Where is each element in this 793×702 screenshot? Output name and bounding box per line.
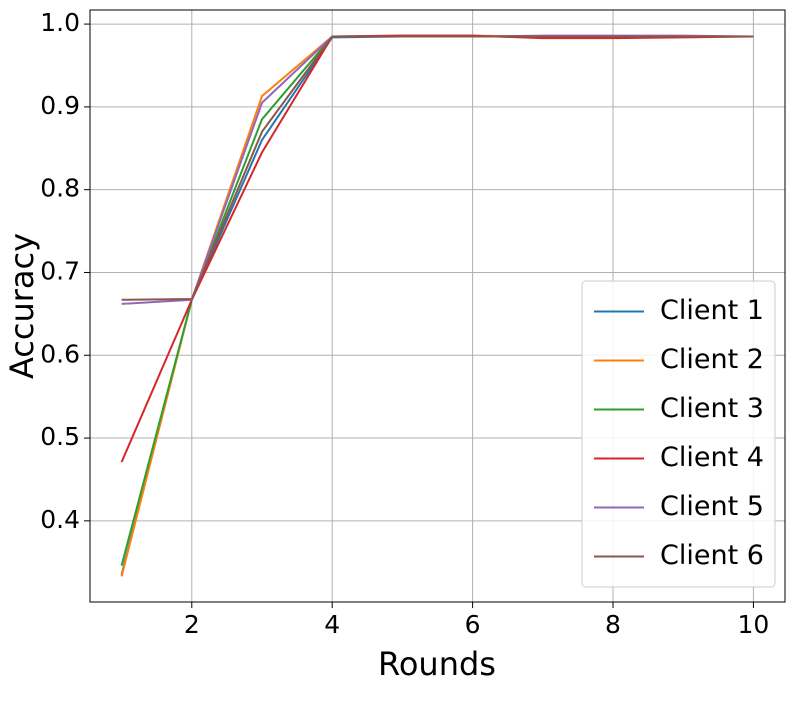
y-tick-label: 0.5 [40, 422, 80, 451]
legend-label: Client 1 [660, 295, 764, 326]
y-tick-label: 0.6 [40, 339, 80, 368]
y-tick-label: 0.7 [40, 256, 80, 285]
y-axis-label: Accuracy [3, 233, 41, 379]
x-tick-label: 6 [465, 610, 481, 639]
x-axis-label: Rounds [378, 645, 496, 683]
legend-label: Client 4 [660, 442, 764, 473]
legend-label: Client 6 [660, 540, 764, 571]
legend-label: Client 2 [660, 344, 764, 375]
x-tick-label: 8 [605, 610, 621, 639]
x-tick-label: 4 [324, 610, 340, 639]
y-tick-label: 1.0 [40, 8, 80, 37]
line [121, 34, 754, 305]
x-tick-label: 10 [738, 610, 770, 639]
legend [581, 280, 776, 588]
x-tick-label: 2 [184, 610, 200, 639]
plot-frame [89, 9, 786, 603]
y-tick-label: 0.8 [40, 174, 80, 203]
legend-label: Client 5 [660, 491, 764, 522]
y-tick-label: 0.4 [40, 505, 80, 534]
legend-label: Client 3 [660, 393, 764, 424]
y-tick-label: 0.9 [40, 91, 80, 120]
line [121, 35, 754, 301]
